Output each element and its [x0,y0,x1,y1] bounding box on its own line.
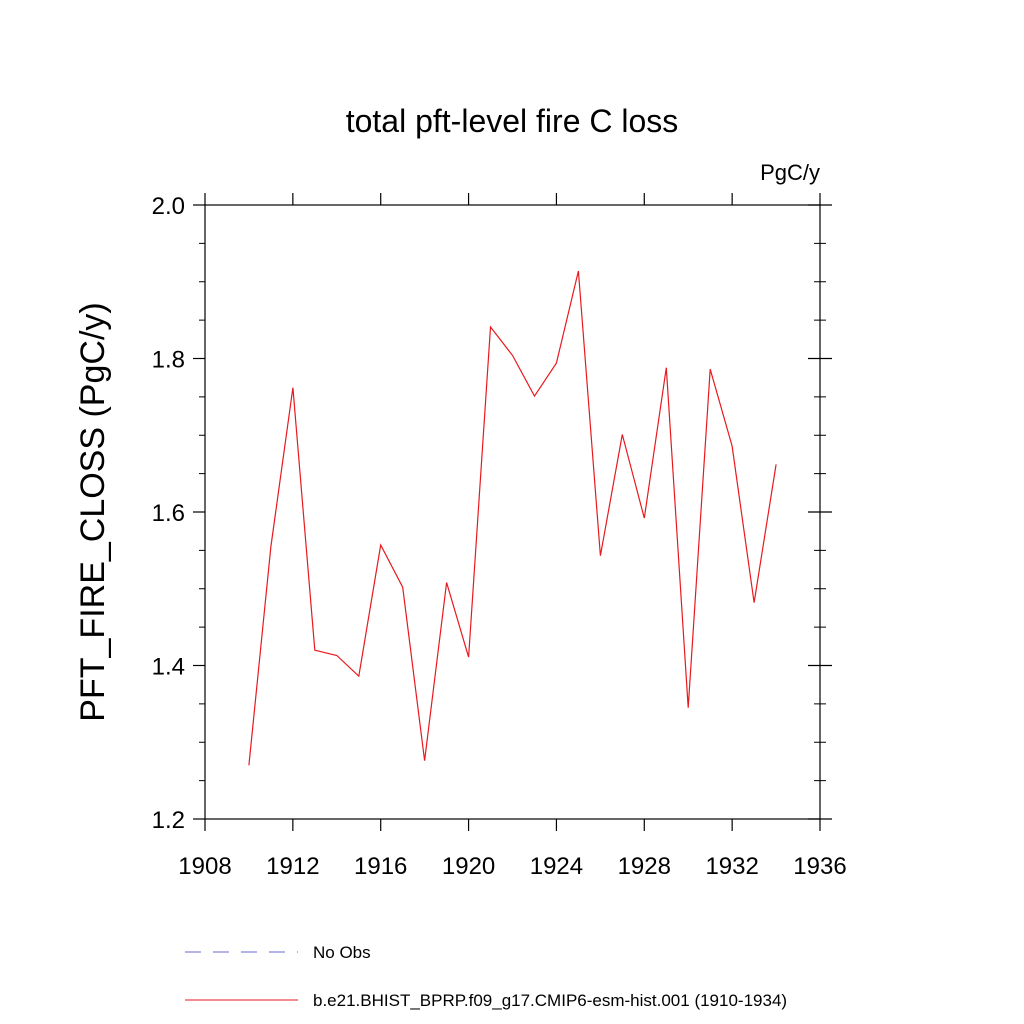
legend: No Obs b.e21.BHIST_BPRP.f09_g17.CMIP6-esm… [185,943,787,1010]
x-tick-label: 1936 [793,853,846,880]
x-tick-label: 1912 [266,853,319,880]
y-axis-label: PFT_FIRE_CLOSS (PgC/y) [74,302,112,721]
chart-title: total pft-level fire C loss [346,103,679,139]
y-axis: 1.2 1.4 1.6 1.8 2.0 [152,193,832,834]
legend-label: b.e21.BHIST_BPRP.f09_g17.CMIP6-esm-hist.… [313,991,787,1010]
x-axis: 1908 1912 1916 1920 1924 1928 1932 1936 [178,193,847,880]
legend-label: No Obs [313,943,371,962]
y-tick-label: 1.8 [152,347,185,374]
x-tick-label: 1932 [705,853,758,880]
x-tick-label: 1924 [530,853,583,880]
y-tick-label: 2.0 [152,193,185,220]
y-tick-label: 1.2 [152,807,185,834]
y-tick-label: 1.6 [152,500,185,527]
units-label: PgC/y [760,160,820,185]
x-tick-label: 1916 [354,853,407,880]
x-tick-label: 1908 [178,853,231,880]
y-tick-label: 1.4 [152,654,185,681]
x-tick-label: 1928 [618,853,671,880]
x-tick-label: 1920 [442,853,495,880]
plot-frame [204,204,821,820]
series-line [248,270,777,766]
series-group [248,270,777,766]
